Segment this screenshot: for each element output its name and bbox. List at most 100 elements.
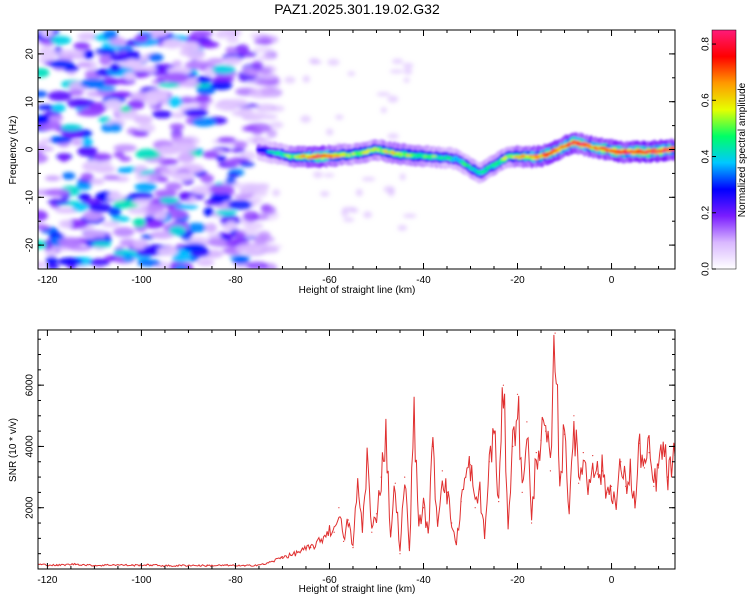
snr-data-point xyxy=(648,452,650,454)
spectrogram-noise-cell xyxy=(167,96,183,108)
spectrogram-noise-cell xyxy=(171,254,192,263)
snr-data-point xyxy=(639,442,641,444)
spectrogram-noise-cell xyxy=(131,130,150,137)
spectrogram-noise-cell xyxy=(210,80,233,90)
snr-x-axis-label: Height of straight line (km) xyxy=(299,584,416,595)
spectrogram-noise-cell xyxy=(389,69,404,74)
spectrogram-noise-cell xyxy=(186,48,205,60)
snr-data-point xyxy=(521,491,523,493)
spectrogram-noise-cell xyxy=(207,58,225,64)
spectrogram-noise-cell xyxy=(92,153,112,162)
snr-data-point xyxy=(469,464,472,466)
snr-data-point xyxy=(620,461,622,463)
snr-data-point xyxy=(610,485,613,487)
snr-data-point xyxy=(366,455,368,457)
snr-data-point xyxy=(568,507,570,509)
x-tick-label: -40 xyxy=(416,575,431,586)
spectrogram-noise-cell xyxy=(49,59,74,69)
spectrogram-noise-cell xyxy=(61,128,83,139)
spectrogram-noise-cell xyxy=(217,137,237,143)
snr-data-point xyxy=(592,455,594,457)
spectrogram-noise-cell xyxy=(173,265,188,269)
spectrogram-noise-cell xyxy=(235,243,261,255)
snr-data-point xyxy=(427,531,429,533)
spectrogram-noise-cell xyxy=(270,105,285,112)
spectrogram-noise-cell xyxy=(101,221,120,228)
spectrogram-noise-cell xyxy=(122,254,134,262)
spectrogram-noise-cell xyxy=(224,158,239,166)
snr-data-point xyxy=(281,556,284,558)
snr-data-point xyxy=(361,528,363,530)
spectrogram-noise-cell xyxy=(58,153,70,162)
spectrogram-signal-cell xyxy=(497,160,503,164)
spectrogram-noise-cell xyxy=(387,133,399,140)
snr-data-points xyxy=(38,332,675,567)
snr-data-point xyxy=(526,421,528,423)
snr-data-point xyxy=(563,433,566,435)
snr-data-point xyxy=(573,415,575,417)
spectrogram-noise-cell xyxy=(225,220,237,231)
spectrogram-noise-cell xyxy=(134,34,149,43)
x-tick-label: -80 xyxy=(228,575,243,586)
spectrogram-noise-cell xyxy=(113,227,135,237)
spectrogram-noise-cell xyxy=(120,106,132,113)
snr-data-point xyxy=(662,445,664,447)
spectrogram-noise-cell xyxy=(243,69,260,76)
spectrogram-noise-cell xyxy=(149,230,175,239)
x-tick-label: -80 xyxy=(228,275,243,286)
spectrogram-noise-cell xyxy=(45,256,58,265)
snr-data-point xyxy=(437,525,439,527)
spectrogram-noise-cell xyxy=(225,100,249,108)
spectrogram-noise-cell xyxy=(300,115,311,123)
snr-data-point xyxy=(512,445,514,447)
spectrogram-noise-cell xyxy=(196,75,212,84)
spectrogram-noise-cell xyxy=(109,37,126,46)
x-tick-label: -120 xyxy=(37,275,57,286)
spectrogram-noise-cell xyxy=(81,137,93,147)
x-tick-label: -60 xyxy=(322,575,337,586)
y-tick-label: 0 xyxy=(25,146,36,152)
spectrogram-noise-cell xyxy=(355,188,363,197)
y-tick-label: 10 xyxy=(25,96,36,108)
spectrogram-noise-cell xyxy=(403,213,417,218)
spectrogram-noise-cell xyxy=(258,243,278,254)
spectrogram-noise-cell xyxy=(80,172,94,181)
spectrogram-noise-cell xyxy=(172,142,197,153)
spectrogram-noise-cell xyxy=(177,152,195,163)
spectrogram-noise-cell xyxy=(163,72,189,83)
snr-data-point xyxy=(625,485,627,487)
snr-data-point xyxy=(549,470,552,472)
spectrogram-signal-cell xyxy=(455,157,461,161)
spectrogram-noise-cell xyxy=(38,261,47,269)
snr-data-point xyxy=(131,564,133,566)
snr-series-line xyxy=(38,334,675,568)
snr-data-point xyxy=(559,476,561,478)
spectrogram-noise-cell xyxy=(254,39,273,45)
spectrogram-noise-cell xyxy=(38,90,48,98)
spectrogram-noise-cell xyxy=(159,196,179,205)
spectrogram-noise-cell xyxy=(172,60,182,67)
spectrogram-noise-cell xyxy=(165,182,183,191)
spectrogram-noise-cell xyxy=(246,261,269,269)
spectrogram-noise-cell xyxy=(198,41,220,49)
snr-data-point xyxy=(310,547,312,549)
x-tick-label: 0 xyxy=(609,575,615,586)
spectrogram-noise-cell xyxy=(243,184,262,193)
spectrogram-noise-cell xyxy=(302,75,311,83)
spectrogram-noise-cell xyxy=(108,122,123,133)
spectrogram-signal-cell xyxy=(548,151,554,155)
spectrogram-noise-cell xyxy=(177,96,197,104)
spectrogram-noise-cell xyxy=(215,209,237,217)
x-tick-label: 0 xyxy=(609,275,615,286)
snr-data-point xyxy=(545,430,547,432)
spectrogram-noise-cell xyxy=(102,30,118,40)
spectrogram-noise-cell xyxy=(49,115,64,122)
spectrogram-noise-cell xyxy=(119,156,132,162)
spectrogram-noise-cell xyxy=(198,103,209,110)
spectrogram-noise-cell xyxy=(108,206,122,217)
spectrogram-noise-cell xyxy=(40,30,54,38)
x-tick-label: -40 xyxy=(416,275,431,286)
spectrogram-noise-cell xyxy=(73,42,91,51)
snr-data-point xyxy=(531,522,533,524)
spectrogram-noise-cell xyxy=(231,147,246,153)
